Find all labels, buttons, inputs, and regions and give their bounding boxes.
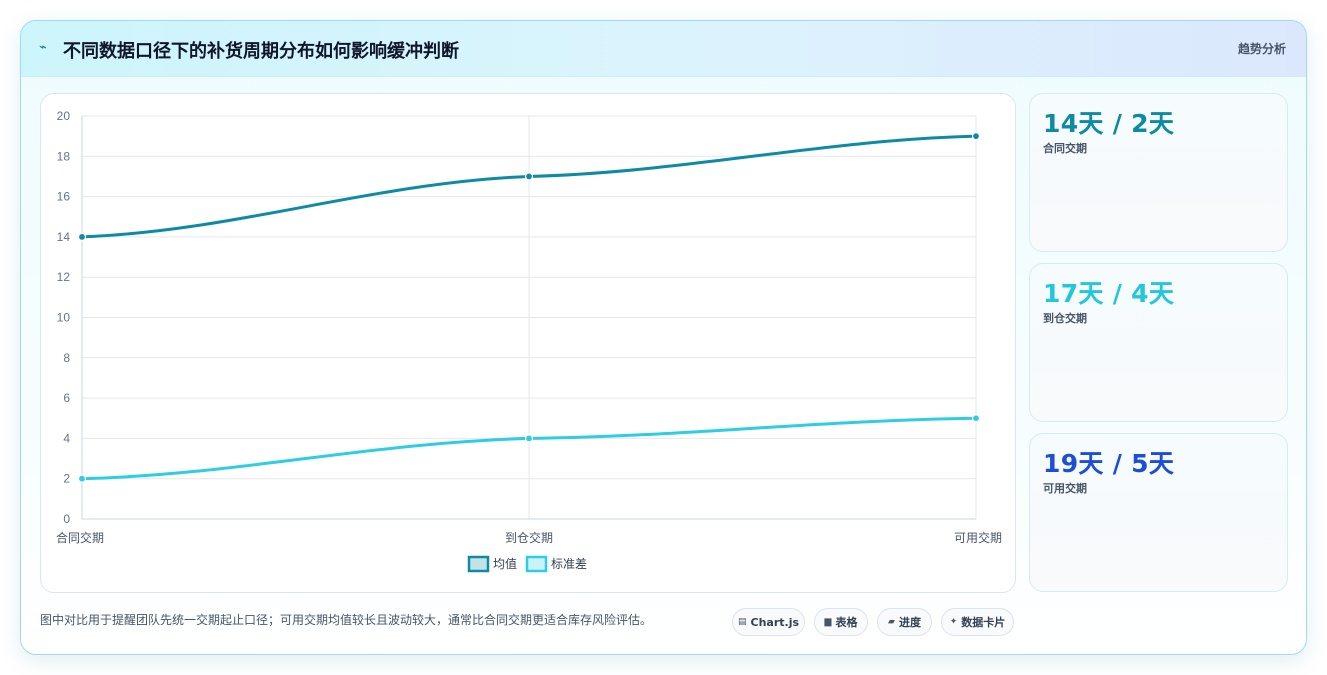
- chip-label: 表格: [835, 616, 858, 629]
- stat-card-contract: 14天 / 2天 合同交期: [1029, 93, 1288, 252]
- y-tick-label: 8: [63, 351, 70, 365]
- y-tick-label: 2: [63, 472, 70, 486]
- y-tick-label: 6: [63, 391, 70, 405]
- y-tick-label: 14: [57, 230, 71, 244]
- progress-icon: ▰: [888, 617, 895, 627]
- page-title: 不同数据口径下的补货周期分布如何影响缓冲判断: [63, 41, 459, 62]
- chart-footnote: 图中对比用于提醒团队先统一交期起止口径；可用交期均值较长且波动较大，通常比合同交…: [40, 613, 653, 627]
- y-tick-label: 10: [57, 311, 71, 325]
- legend-label: 均值: [493, 556, 517, 571]
- stat-label: 可用交期: [1043, 482, 1087, 495]
- stat-card-available: 19天 / 5天 可用交期: [1029, 433, 1288, 592]
- legend-label: 标准差: [551, 557, 587, 571]
- data-point: [524, 434, 534, 443]
- dashboard-card: ⌁ 不同数据口径下的补货周期分布如何影响缓冲判断 趋势分析 0 2 4 6 8 10 12 1…: [20, 20, 1307, 655]
- legend-swatch: [525, 555, 548, 573]
- y-tick-label: 18: [57, 149, 71, 163]
- y-tick-label: 0: [63, 512, 70, 526]
- stat-value: 17天 / 4天: [1043, 279, 1175, 308]
- chart-panel: 0 2 4 6 8 10 12 14 16 18 20 合同交期 到仓交期 可用交期均值 标准差: [40, 93, 1016, 593]
- card-header: ⌁ 不同数据口径下的补货周期分布如何影响缓冲判断 趋势分析: [21, 21, 1306, 77]
- line-chart: 0 2 4 6 8 10 12 14 16 18 20 合同交期 到仓交期 可用交期均值 标准差: [56, 109, 1002, 573]
- data-point: [971, 414, 981, 423]
- data-point: [971, 132, 981, 141]
- analysis-badge: 趋势分析: [1237, 42, 1286, 56]
- chip-chartjs[interactable]: ▤ Chart.js: [732, 608, 805, 636]
- x-tick-label: 合同交期: [56, 530, 104, 545]
- chip-label: Chart.js: [750, 615, 800, 629]
- stat-value: 19天 / 5天: [1043, 449, 1175, 478]
- y-tick-label: 16: [57, 190, 71, 204]
- stat-label: 到仓交期: [1043, 312, 1087, 325]
- y-tick-label: 4: [63, 431, 70, 445]
- x-tick-label: 到仓交期: [505, 530, 553, 545]
- chart-icon: ▤: [737, 617, 747, 627]
- chip-data-card[interactable]: ✦ 数据卡片: [941, 608, 1014, 636]
- stat-value: 14天 / 2天: [1043, 109, 1175, 138]
- table-icon: ▆: [824, 617, 832, 627]
- data-point: [77, 474, 87, 483]
- data-point: [524, 172, 534, 181]
- y-tick-label: 20: [57, 109, 71, 123]
- chip-progress[interactable]: ▰ 进度: [877, 608, 932, 636]
- data-point: [77, 232, 87, 241]
- stat-card-warehouse: 17天 / 4天 到仓交期: [1029, 263, 1288, 422]
- sparkle-icon: ✦: [949, 617, 958, 627]
- y-tick-label: 12: [57, 270, 71, 284]
- chip-label: 进度: [898, 616, 921, 629]
- stat-label: 合同交期: [1043, 142, 1087, 155]
- bolt-icon: ⌁: [39, 40, 47, 55]
- x-tick-label: 可用交期: [954, 530, 1002, 545]
- chip-table[interactable]: ▆ 表格: [814, 608, 868, 636]
- chip-label: 数据卡片: [961, 616, 1006, 629]
- legend-swatch: [467, 555, 490, 573]
